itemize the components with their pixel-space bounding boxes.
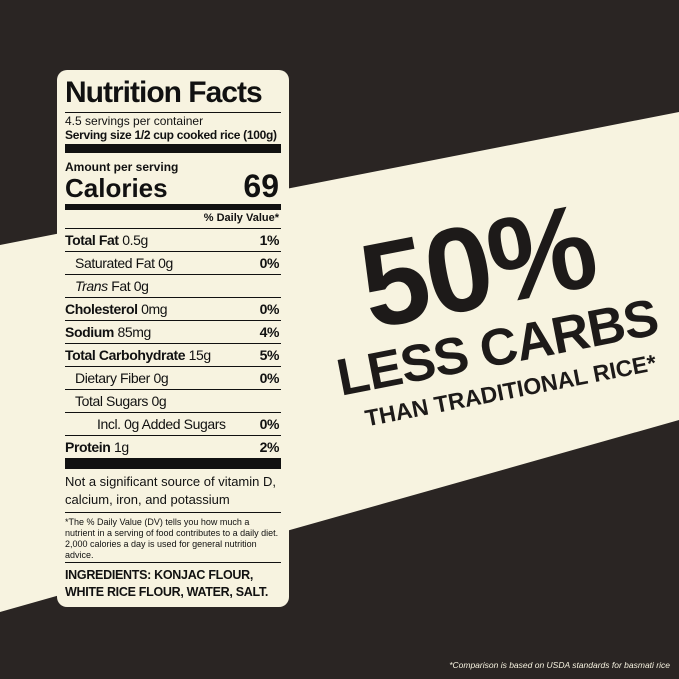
calories-value: 69 bbox=[243, 168, 279, 204]
daily-value: 0% bbox=[259, 370, 280, 386]
nutrient-row: Incl. 0g Added Sugars 0% bbox=[65, 412, 281, 435]
nutrient-name: Protein bbox=[65, 439, 111, 455]
nutrient-row: Trans Fat 0g bbox=[65, 274, 281, 297]
nutrient-amount: 0g bbox=[158, 255, 173, 271]
nutrient-name: Dietary Fiber bbox=[75, 370, 150, 386]
nutrient-amount: 0.5g bbox=[122, 232, 148, 248]
serving-size: Serving size 1/2 cup cooked rice (100g) bbox=[65, 128, 277, 142]
dv-note: *The % Daily Value (DV) tells you how mu… bbox=[65, 517, 279, 560]
vitamin-note: Not a significant source of vitamin D, c… bbox=[65, 474, 276, 507]
nutrition-label: Nutrition Facts 4.5 servings per contain… bbox=[57, 70, 289, 607]
nutrient-row: Sodium 85mg 4% bbox=[65, 320, 281, 343]
nutrient-row: Protein 1g 2% bbox=[65, 435, 281, 458]
rule bbox=[65, 562, 281, 563]
nutrient-name: Cholesterol bbox=[65, 301, 138, 317]
nutrient-amount: 1g bbox=[113, 439, 129, 455]
footnote: *Comparison is based on USDA standards f… bbox=[449, 660, 670, 670]
daily-value: 4% bbox=[259, 324, 280, 340]
thick-rule bbox=[65, 458, 281, 469]
daily-value-header: % Daily Value* bbox=[203, 212, 279, 224]
label-title: Nutrition Facts bbox=[65, 76, 263, 109]
nutrient-amount: 15g bbox=[188, 347, 212, 363]
nutrient-name: Sodium bbox=[65, 324, 114, 340]
nutrient-amount: Fat 0g bbox=[111, 278, 149, 294]
nutrient-amount: 0g bbox=[153, 370, 169, 386]
daily-value: 1% bbox=[259, 232, 280, 248]
nutrient-name: Total Fat bbox=[65, 232, 119, 248]
amount-per-serving: Amount per serving bbox=[65, 160, 179, 174]
nutrient-row: Total Sugars 0g bbox=[65, 389, 281, 412]
rule bbox=[65, 512, 281, 513]
daily-value: 5% bbox=[259, 347, 280, 363]
nutrient-row: Total Carbohydrate 15g 5% bbox=[65, 343, 281, 366]
thick-rule bbox=[65, 204, 281, 210]
thick-rule bbox=[65, 144, 281, 153]
calories-label: Calories bbox=[65, 173, 168, 203]
nutrient-amount: 85mg bbox=[117, 324, 151, 340]
ingredients: INGREDIENTS: KONJAC FLOUR, WHITE RICE FL… bbox=[65, 568, 269, 599]
daily-value: 0% bbox=[259, 255, 280, 271]
nutrient-row: Total Fat 0.5g 1% bbox=[65, 228, 281, 251]
nutrient-amount: 0mg bbox=[141, 301, 168, 317]
nutrient-row: Dietary Fiber 0g 0% bbox=[65, 366, 281, 389]
nutrient-name: Trans bbox=[75, 278, 108, 294]
nutrient-name: Saturated Fat bbox=[75, 255, 155, 271]
nutrient-name: Total Sugars bbox=[75, 393, 149, 409]
servings: 4.5 servings per container bbox=[65, 114, 204, 128]
daily-value: 0% bbox=[259, 416, 280, 432]
daily-value: 2% bbox=[259, 439, 280, 455]
nutrient-name: Incl. 0g Added Sugars bbox=[97, 416, 226, 432]
rule bbox=[65, 112, 281, 113]
daily-value: 0% bbox=[259, 301, 280, 317]
nutrient-amount: 0g bbox=[151, 393, 167, 409]
nutrient-row: Saturated Fat 0g 0% bbox=[65, 251, 281, 274]
nutrient-row: Cholesterol 0mg 0% bbox=[65, 297, 281, 320]
nutrient-name: Total Carbohydrate bbox=[65, 347, 186, 363]
